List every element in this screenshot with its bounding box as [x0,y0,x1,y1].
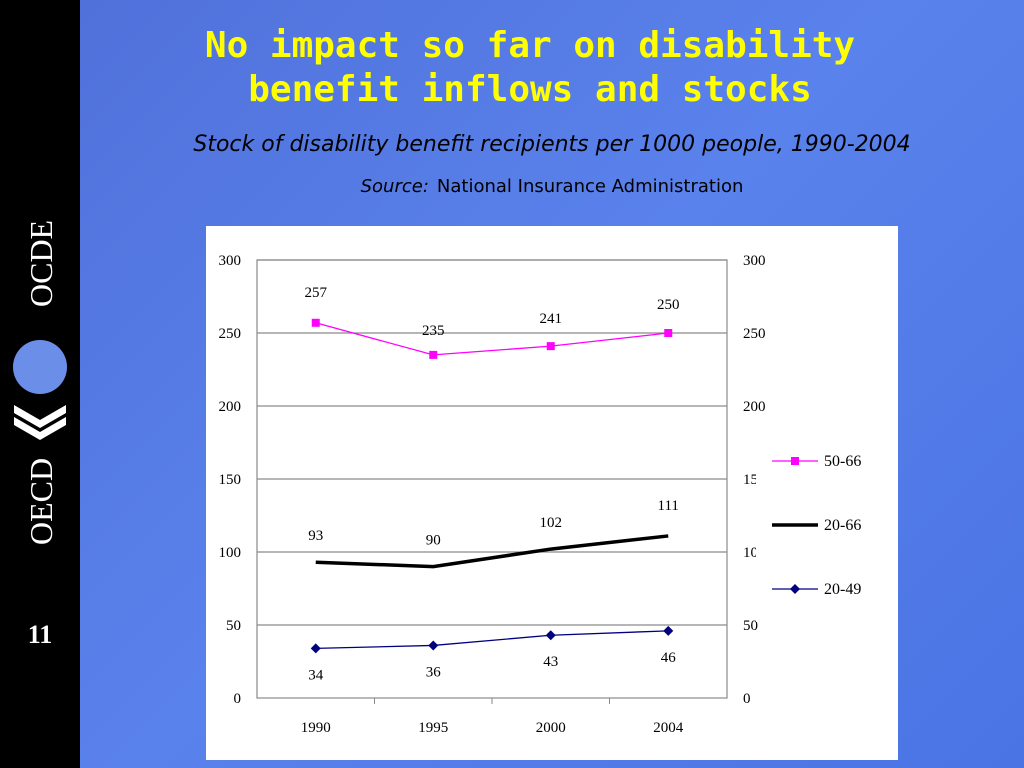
slide-number: 11 [27,620,53,649]
point-20-49-1995 [428,640,439,651]
x-tick-label-1990: 1990 [301,720,331,736]
source-line: Source: National Insurance Administration [80,176,1024,197]
data-label-50-66-1990: 257 [305,285,328,301]
data-label-20-66-2000: 102 [540,515,563,531]
data-label-20-49-1995: 36 [426,664,442,680]
logo-chevron-icon [14,405,66,440]
legend-label-20-66: 20-66 [824,517,861,534]
x-tick-label-2000: 2000 [536,720,566,736]
y-tick-label-right-250: 250 [743,326,766,342]
data-label-20-49-1990: 34 [308,667,324,683]
data-label-50-66-1995: 235 [422,323,445,339]
x-tick-label-2004: 2004 [653,720,684,736]
source-label: Source: [360,176,429,197]
data-label-20-49-2004: 46 [661,650,677,666]
chart-area: 0 50 100 150 200 250 300 0 50 100 150 200 250 300 1990… [206,226,898,760]
x-tick-label-1995: 1995 [418,720,448,736]
series-line-50-66 [315,322,669,356]
y-tick-label-left-0: 0 [234,691,242,707]
sidebar: OCDE OECD 11 [0,0,80,768]
chart-subtitle: Stock of disability benefit recipients p… [193,132,911,157]
point-20-49-2004 [663,625,674,636]
data-label-20-49-2000: 43 [543,654,558,670]
legend-label-20-49: 20-49 [824,581,861,598]
line-chart: 0501001502002503000501001502002503001990… [219,253,898,736]
oecd-logo: OCDE OECD [0,215,80,550]
y-tick-label-left-50: 50 [226,618,241,634]
legend-marker-50-66 [791,457,799,465]
data-label-20-66-2004: 111 [658,498,679,514]
logo-text-bottom: OECD [23,458,59,545]
y-tick-label-right-200: 200 [743,399,766,415]
series-line-20-49 [315,630,669,650]
data-label-50-66-2000: 241 [540,311,563,327]
y-tick-label-left-100: 100 [219,545,242,561]
point-50-66-1990 [311,318,320,327]
y-tick-label-right-300: 300 [743,253,766,269]
source-text: National Insurance Administration [436,176,744,197]
y-tick-label-left-300: 300 [219,253,242,269]
title-line-1: No impact so far on disability [204,25,856,66]
point-50-66-1995 [429,350,438,359]
title-line-2: benefit inflows and stocks [248,69,812,110]
y-tick-label-left-150: 150 [219,472,242,488]
y-tick-label-right-50: 50 [743,618,758,634]
y-tick-label-left-200: 200 [219,399,242,415]
data-label-20-66-1995: 90 [426,533,441,549]
legend-marker-20-49 [790,584,800,594]
point-50-66-2004 [664,329,673,337]
data-label-20-66-1990: 93 [308,528,323,544]
logo-circle-icon [13,340,67,394]
logo-text-top: OCDE [23,220,59,307]
y-tick-label-right-0: 0 [743,691,751,707]
series-line-20-66 [315,534,669,569]
slide-title: No impact so far on disability benefit i… [120,24,940,112]
data-label-50-66-2004: 250 [657,297,680,313]
point-50-66-2000 [546,342,555,351]
y-tick-label-left-250: 250 [219,326,242,342]
legend-label-50-66: 50-66 [824,453,861,470]
point-20-49-2000 [545,630,556,641]
point-20-49-1990 [310,643,321,654]
